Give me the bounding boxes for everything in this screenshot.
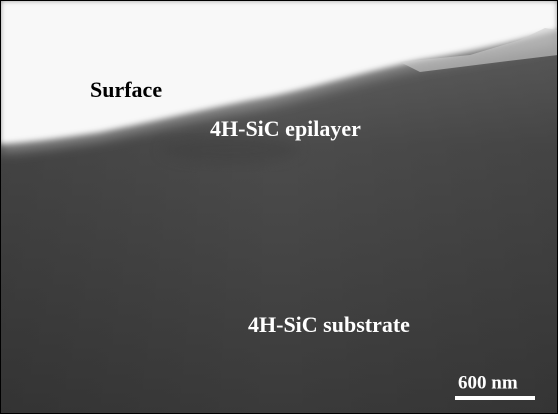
page: {"image": {"labels": ["Surface", "4H-SiC… bbox=[0, 0, 558, 414]
scale-bar bbox=[455, 396, 535, 400]
substrate-label: 4H-SiC substrate bbox=[248, 312, 410, 337]
epilayer-label: 4H-SiC epilayer bbox=[210, 116, 361, 141]
surface-label: Surface bbox=[90, 77, 162, 102]
scale-bar-label: 600 nm bbox=[458, 372, 518, 393]
micrograph: Surface 4H-SiC epilayer 4H-SiC substrate… bbox=[0, 0, 558, 414]
